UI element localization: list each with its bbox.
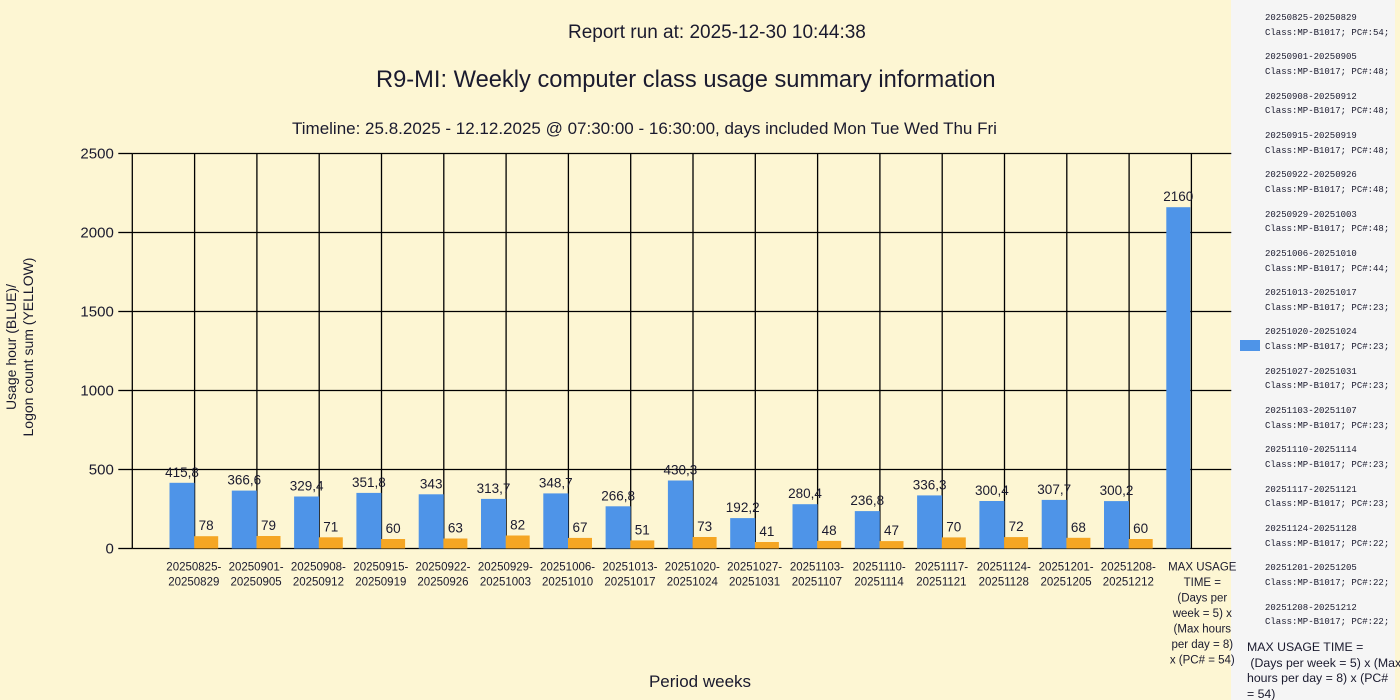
svg-text:20251107: 20251107 <box>792 577 842 589</box>
svg-text:x (PC# = 54): x (PC# = 54) <box>1170 655 1235 667</box>
svg-text:47: 47 <box>884 523 899 538</box>
svg-text:329,4: 329,4 <box>290 479 324 494</box>
svg-text:79: 79 <box>261 518 276 533</box>
svg-text:20251205: 20251205 <box>1041 577 1092 589</box>
svg-text:MAX USAGE: MAX USAGE <box>1168 562 1237 574</box>
svg-text:20250912: 20250912 <box>293 577 344 589</box>
svg-text:20251020-: 20251020- <box>665 562 720 574</box>
svg-text:366,6: 366,6 <box>227 473 261 488</box>
svg-text:20250829: 20250829 <box>168 577 219 589</box>
svg-text:20251027-: 20251027- <box>727 562 782 574</box>
svg-text:300,2: 300,2 <box>1100 483 1134 498</box>
svg-text:336,3: 336,3 <box>913 477 947 492</box>
svg-text:351,8: 351,8 <box>352 475 386 490</box>
svg-text:20251031: 20251031 <box>729 577 780 589</box>
svg-text:20250901-: 20250901- <box>229 562 284 574</box>
svg-text:0: 0 <box>105 541 113 558</box>
svg-text:60: 60 <box>386 521 401 536</box>
svg-text:68: 68 <box>1071 520 1086 535</box>
svg-text:63: 63 <box>448 521 463 536</box>
svg-text:20250905: 20250905 <box>231 577 282 589</box>
svg-text:300,4: 300,4 <box>975 483 1009 498</box>
svg-text:415,8: 415,8 <box>165 465 199 480</box>
svg-text:20250919: 20250919 <box>355 577 406 589</box>
svg-text:per day = 8): per day = 8) <box>1171 639 1233 651</box>
svg-text:266,8: 266,8 <box>601 488 635 503</box>
svg-text:20251121: 20251121 <box>916 577 966 589</box>
svg-text:70: 70 <box>946 519 961 534</box>
svg-text:2500: 2500 <box>80 146 113 163</box>
svg-text:343: 343 <box>420 476 443 491</box>
svg-text:41: 41 <box>759 524 774 539</box>
svg-text:48: 48 <box>822 523 837 538</box>
svg-text:TIME =: TIME = <box>1184 577 1222 589</box>
svg-text:192,2: 192,2 <box>726 500 760 515</box>
svg-text:20251124-: 20251124- <box>977 562 1031 574</box>
svg-text:1500: 1500 <box>80 304 113 321</box>
svg-text:78: 78 <box>199 518 214 533</box>
svg-text:(Days per: (Days per <box>1177 593 1227 605</box>
svg-text:20251006-: 20251006- <box>540 562 595 574</box>
svg-text:20251117-: 20251117- <box>915 562 968 574</box>
svg-text:20250922-: 20250922- <box>416 562 471 574</box>
svg-text:20250915-: 20250915- <box>353 562 408 574</box>
svg-text:430,3: 430,3 <box>664 463 698 478</box>
svg-text:20251103-: 20251103- <box>790 562 844 574</box>
svg-text:20251003: 20251003 <box>480 577 531 589</box>
svg-text:20250929-: 20250929- <box>478 562 533 574</box>
svg-text:71: 71 <box>323 519 338 534</box>
svg-text:20251110-: 20251110- <box>852 562 905 574</box>
svg-text:20251010: 20251010 <box>542 577 593 589</box>
svg-text:20250825-: 20250825- <box>166 562 221 574</box>
svg-text:280,4: 280,4 <box>788 486 822 501</box>
svg-text:500: 500 <box>89 462 114 479</box>
svg-text:20251024: 20251024 <box>667 577 719 589</box>
svg-text:67: 67 <box>572 520 587 535</box>
svg-text:week = 5) x: week = 5) x <box>1172 608 1232 620</box>
svg-text:20250926: 20250926 <box>417 577 468 589</box>
svg-text:(Max hours: (Max hours <box>1174 624 1232 636</box>
svg-text:2000: 2000 <box>80 225 113 242</box>
svg-text:60: 60 <box>1133 521 1148 536</box>
svg-text:72: 72 <box>1009 519 1024 534</box>
svg-text:2160: 2160 <box>1163 189 1193 204</box>
svg-text:73: 73 <box>697 519 712 534</box>
svg-text:20251013-: 20251013- <box>603 562 658 574</box>
svg-text:20251201-: 20251201- <box>1039 562 1094 574</box>
svg-text:20251208-: 20251208- <box>1101 562 1156 574</box>
svg-text:20251212: 20251212 <box>1103 577 1154 589</box>
svg-text:51: 51 <box>635 522 650 537</box>
svg-text:20250908-: 20250908- <box>291 562 346 574</box>
svg-text:307,7: 307,7 <box>1037 482 1071 497</box>
svg-text:313,7: 313,7 <box>477 481 511 496</box>
svg-text:82: 82 <box>510 518 525 533</box>
svg-text:20251017: 20251017 <box>604 577 655 589</box>
svg-text:348,7: 348,7 <box>539 475 573 490</box>
svg-text:1000: 1000 <box>80 383 113 400</box>
svg-text:20251114: 20251114 <box>854 577 904 589</box>
svg-text:236,8: 236,8 <box>850 493 884 508</box>
svg-text:20251128: 20251128 <box>979 577 1029 589</box>
